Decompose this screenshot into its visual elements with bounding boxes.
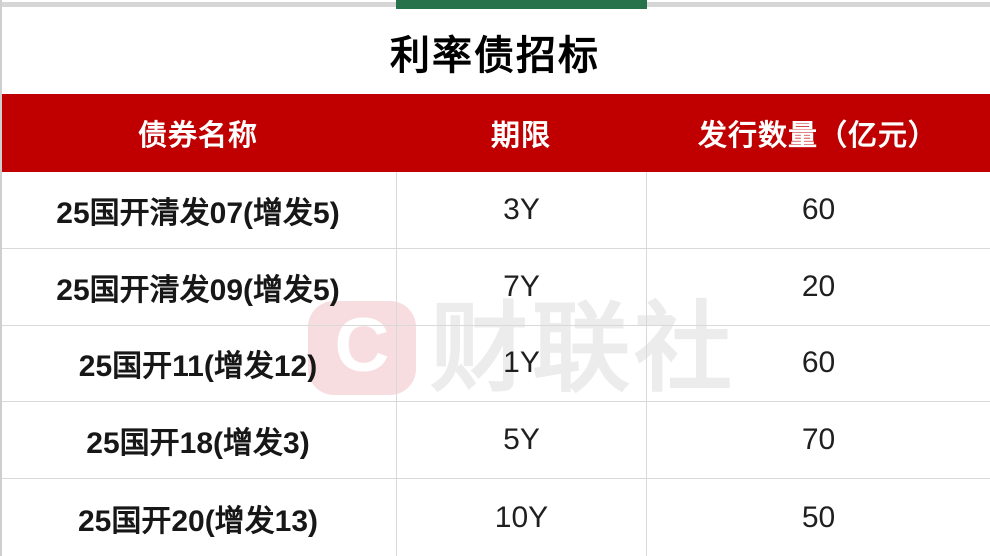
top-strip bbox=[0, 0, 990, 10]
table-row: 25国开18(增发3) 5Y 70 bbox=[0, 402, 990, 480]
cell-amount: 60 bbox=[646, 172, 990, 248]
header-cell-bond-name: 债券名称 bbox=[137, 120, 258, 152]
cell-term: 5Y bbox=[396, 402, 646, 479]
title-area: 利率债招标 bbox=[0, 10, 990, 94]
watermark-text: 财联社 bbox=[430, 293, 737, 403]
cell-term: 3Y bbox=[396, 172, 646, 248]
cell-amount: 20 bbox=[646, 248, 990, 325]
cell-term: 7Y bbox=[396, 248, 646, 325]
cell-amount: 50 bbox=[646, 479, 990, 556]
table-header-row: 债券名称 期限 发行数量（亿元） bbox=[0, 94, 990, 172]
top-green-tab-bar bbox=[396, 0, 647, 9]
cell-bond-name: 25国开20(增发13) bbox=[77, 504, 319, 538]
cell-amount: 70 bbox=[646, 402, 990, 479]
cell-bond-name: 25国开11(增发12) bbox=[78, 350, 318, 384]
cell-term: 1Y bbox=[396, 325, 646, 402]
logo-letter: C bbox=[334, 303, 390, 388]
header-cell-term: 期限 bbox=[490, 120, 551, 152]
cailianshe-logo-icon: C bbox=[308, 301, 416, 395]
table-row: 25国开20(增发13) 10Y 50 bbox=[0, 479, 990, 556]
left-edge-gridline bbox=[0, 0, 2, 556]
cell-bond-name: 25国开清发07(增发5) bbox=[56, 196, 340, 230]
table-row: 25国开清发07(增发5) 3Y 60 bbox=[0, 172, 990, 249]
cell-bond-name: 25国开清发09(增发5) bbox=[56, 273, 340, 307]
page-title: 利率债招标 bbox=[390, 33, 600, 78]
cell-term: 10Y bbox=[396, 479, 646, 556]
cell-amount: 60 bbox=[646, 325, 990, 402]
cell-bond-name: 25国开18(增发3) bbox=[86, 427, 310, 461]
table-row: 25国开11(增发12) 1Y 60 bbox=[0, 325, 990, 403]
table-row: 25国开清发09(增发5) 7Y 20 bbox=[0, 248, 990, 326]
header-cell-amount: 发行数量（亿元） bbox=[697, 120, 938, 152]
table-body: 25国开清发07(增发5) 3Y 60 25国开清发09(增发5) 7Y 20 … bbox=[0, 172, 990, 556]
watermark: C 财联社 bbox=[308, 296, 736, 400]
